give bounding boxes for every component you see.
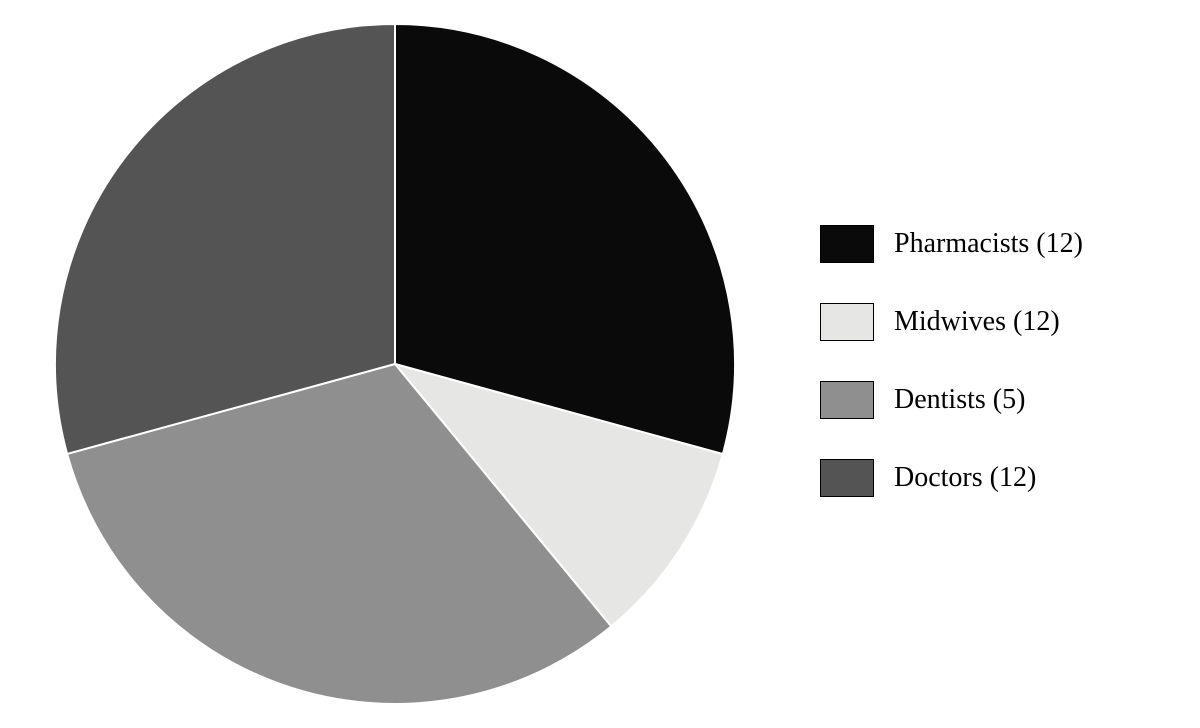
- legend-swatch-dentists: [820, 381, 874, 419]
- legend-label-dentists: Dentists (5): [894, 384, 1025, 416]
- legend-item-doctors: Doctors (12): [820, 439, 1083, 517]
- legend-item-dentists: Dentists (5): [820, 361, 1083, 439]
- legend-swatch-pharmacists: [820, 225, 874, 263]
- pie-chart: [55, 24, 735, 704]
- legend-item-midwives: Midwives (12): [820, 283, 1083, 361]
- legend-label-pharmacists: Pharmacists (12): [894, 228, 1083, 260]
- legend: Pharmacists (12) Midwives (12) Dentists …: [820, 205, 1083, 517]
- pie-chart-figure: Pharmacists (12) Midwives (12) Dentists …: [0, 0, 1200, 728]
- legend-item-pharmacists: Pharmacists (12): [820, 205, 1083, 283]
- legend-swatch-midwives: [820, 303, 874, 341]
- legend-swatch-doctors: [820, 459, 874, 497]
- legend-label-midwives: Midwives (12): [894, 306, 1060, 338]
- legend-label-doctors: Doctors (12): [894, 462, 1036, 494]
